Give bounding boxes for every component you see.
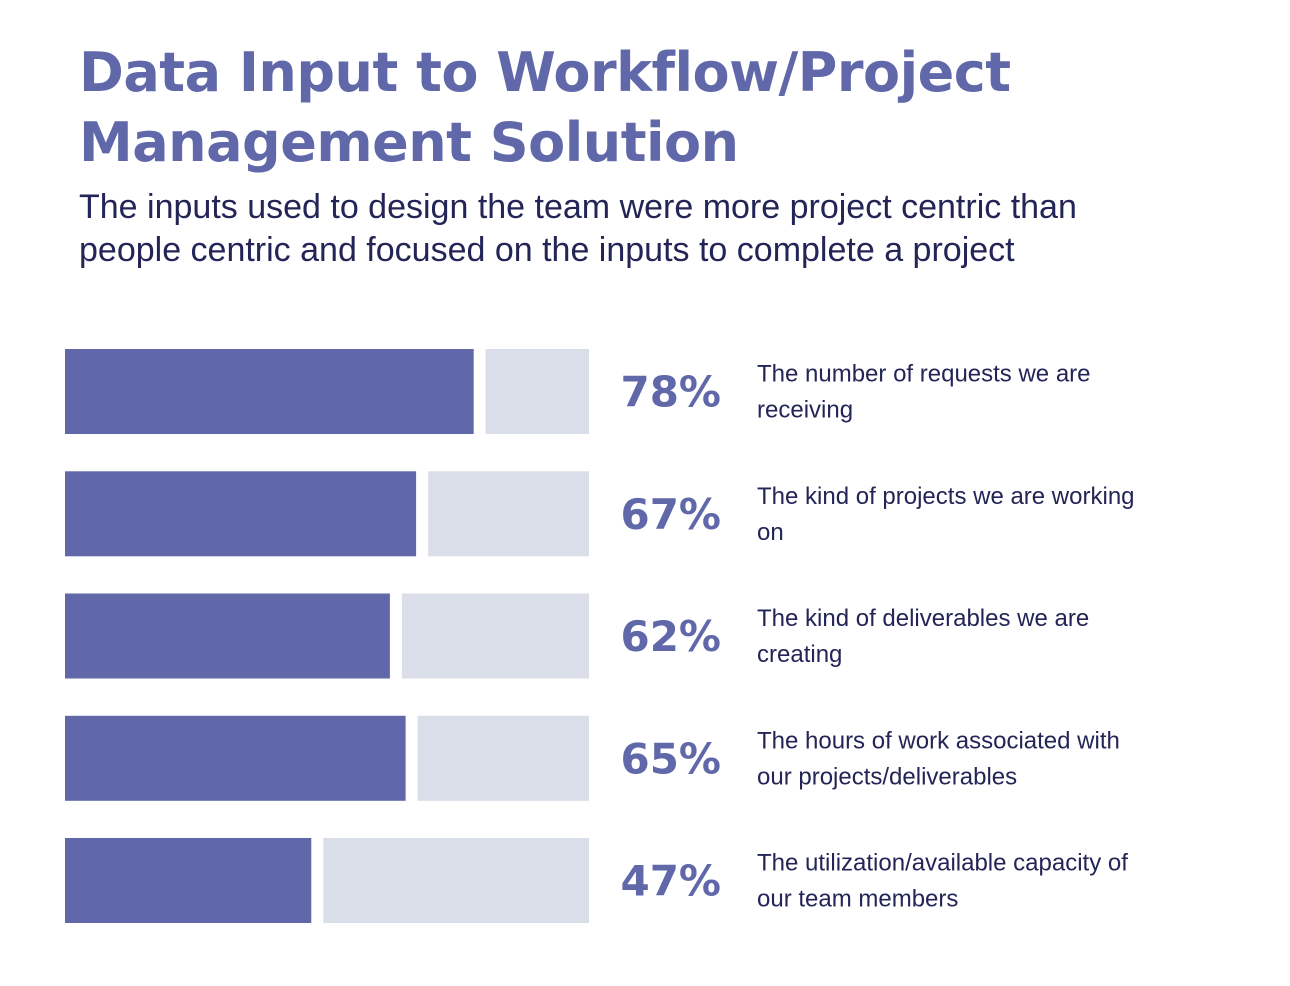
category-label-line: The number of requests we are [757, 361, 1091, 388]
category-label: The hours of work associated with our pro… [757, 727, 1120, 790]
category-label: The utilization/available capacity of our… [757, 850, 1128, 913]
value-label: 62% [620, 612, 721, 661]
bar-track [485, 349, 589, 434]
value-label: 47% [620, 857, 721, 906]
chart-subtitle-line-1: The inputs used to design the team were … [79, 188, 1077, 226]
chart-subtitle: The inputs used to design the team were … [79, 186, 1229, 272]
chart-title: Data Input to Workflow/Project Managemen… [79, 38, 1229, 178]
bar-track [428, 471, 589, 557]
category-label-line: on [757, 519, 784, 546]
category-label-line: The utilization/available capacity of [757, 850, 1128, 877]
category-label-line: our team members [757, 886, 958, 913]
bar-row-2: 67% The kind of projects we are working on [65, 471, 1135, 557]
category-label: The kind of deliverables we are creating [757, 605, 1089, 668]
bar-row-4: 65% The hours of work associated with our … [65, 715, 1120, 801]
category-label-line: The kind of projects we are working [757, 483, 1135, 510]
bar [65, 471, 417, 557]
bar-row-1: 78% The number of requests we are receivin… [65, 349, 1091, 434]
value-label: 67% [620, 490, 721, 539]
value-label: 78% [620, 368, 721, 417]
bar [65, 838, 312, 923]
bar [65, 349, 474, 434]
chart-title-line-2: Management Solution [79, 111, 739, 174]
bar-track [417, 715, 589, 801]
bar [65, 593, 390, 679]
category-label-line: receiving [757, 397, 853, 424]
category-label: The number of requests we are receiving [757, 361, 1091, 424]
category-label-line: The hours of work associated with [757, 727, 1120, 754]
chart-title-line-1: Data Input to Workflow/Project [79, 41, 1011, 104]
bar-row-5: 47% The utilization/available capacity of… [65, 838, 1128, 923]
value-label: 65% [620, 734, 721, 783]
bar-track [323, 838, 589, 923]
bar [65, 715, 406, 801]
category-label-line: our projects/deliverables [757, 763, 1017, 790]
bar-row-3: 62% The kind of deliverables we are creati… [65, 593, 1089, 679]
chart-subtitle-line-2: people centric and focused on the inputs… [79, 231, 1015, 269]
category-label-line: The kind of deliverables we are [757, 605, 1089, 632]
bar-track [401, 593, 589, 679]
category-label-line: creating [757, 641, 842, 668]
category-label: The kind of projects we are working on [757, 483, 1135, 546]
